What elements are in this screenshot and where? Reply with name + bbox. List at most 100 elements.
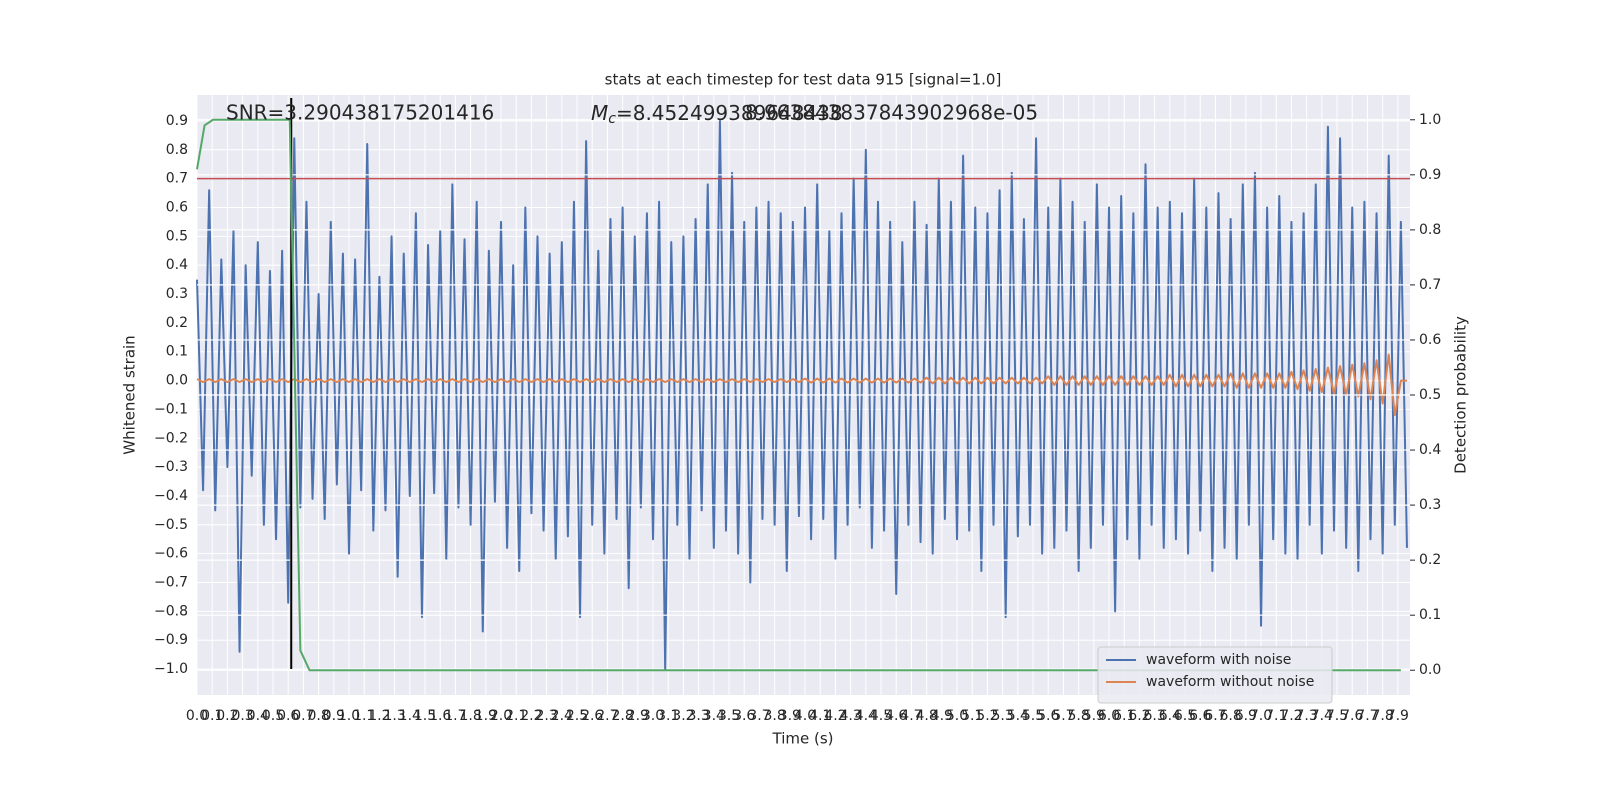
x-tick-label: 0.2 (216, 708, 238, 724)
x-tick-label: 2.1 (505, 708, 527, 724)
x-tick-label: 1.7 (444, 708, 466, 724)
x-tick-label: 3.0 (642, 708, 664, 724)
x-tick-label: 0.6 (277, 708, 299, 724)
y-tick-label: −0.6 (154, 546, 188, 562)
x-tick-label: 1.1 (353, 708, 375, 724)
x-tick-label: 1.8 (459, 708, 481, 724)
y2-tick-label: 0.0 (1419, 662, 1441, 678)
x-tick-label: 5.3 (991, 708, 1013, 724)
chart-title: stats at each timestep for test data 915… (605, 71, 1002, 89)
x-tick-label: 6.4 (1159, 708, 1181, 724)
x-tick-label: 6.7 (1204, 708, 1226, 724)
x-tick-label: 6.0 (1098, 708, 1120, 724)
x-tick-label: 6.5 (1174, 708, 1196, 724)
x-tick-label: 3.6 (733, 708, 755, 724)
x-tick-label: 3.5 (718, 708, 740, 724)
x-tick-label: 3.9 (779, 708, 801, 724)
x-tick-label: 7.6 (1341, 708, 1363, 724)
y2-tick-label: 0.2 (1419, 552, 1441, 568)
mc-subscript: c (608, 111, 616, 127)
series-line (196, 119, 1408, 671)
x-tick-label: 7.9 (1387, 708, 1409, 724)
x-tick-label: 4.8 (915, 708, 937, 724)
x-tick-label: 1.9 (475, 708, 497, 724)
x-tick-label: 7.8 (1372, 708, 1394, 724)
x-tick-label: 0.4 (247, 708, 269, 724)
x-tick-label: 4.0 (794, 708, 816, 724)
x-tick-label: 6.6 (1189, 708, 1211, 724)
x-tick-label: 7.4 (1311, 708, 1333, 724)
y2-tick-label: 0.8 (1419, 222, 1441, 238)
x-tick-label: 2.7 (596, 708, 618, 724)
x-tick-label: 0.3 (231, 708, 253, 724)
x-tick-label: 2.5 (566, 708, 588, 724)
x-tick-label: 1.3 (383, 708, 405, 724)
y-tick-label: 0.4 (166, 257, 188, 273)
x-tick-label: 6.8 (1220, 708, 1242, 724)
y-tick-label: −0.5 (154, 517, 188, 533)
x-tick-label: 2.2 (520, 708, 542, 724)
x-tick-label: 5.2 (976, 708, 998, 724)
y-tick-label: 0.3 (166, 286, 188, 302)
x-tick-label: 6.9 (1235, 708, 1257, 724)
snr-annotation: SNR=3.290438175201416 (226, 101, 494, 125)
x-tick-label: 5.9 (1083, 708, 1105, 724)
x-tick-label: 1.2 (368, 708, 390, 724)
x-tick-label: 5.4 (1007, 708, 1029, 724)
legend-label: waveform without noise (1146, 674, 1314, 690)
x-tick-label: 4.9 (931, 708, 953, 724)
x-tick-label: 5.8 (1067, 708, 1089, 724)
x-tick-label: 5.1 (961, 708, 983, 724)
y-tick-label: −0.8 (154, 603, 188, 619)
x-tick-label: 2.6 (581, 708, 603, 724)
y-tick-label: 0.5 (166, 228, 188, 244)
y-tick-label: 0.9 (166, 113, 188, 129)
x-tick-label: 0.5 (262, 708, 284, 724)
legend-label: waveform with noise (1146, 652, 1291, 668)
mc-symbol: M (591, 101, 608, 125)
x-tick-label: 4.4 (855, 708, 877, 724)
x-tick-label: 5.5 (1022, 708, 1044, 724)
x-tick-label: 5.7 (1052, 708, 1074, 724)
x-tick-label: 4.1 (809, 708, 831, 724)
series-line (196, 353, 1407, 417)
x-tick-label: 3.2 (672, 708, 694, 724)
marks (196, 119, 1408, 671)
x-tick-label: 4.3 (839, 708, 861, 724)
y-tick-label: 0.1 (166, 344, 188, 360)
y2-axis-label: Detection probability (1452, 316, 1470, 474)
y2-tick-label: 1.0 (1419, 112, 1441, 128)
y2-tick-label: 0.5 (1419, 387, 1441, 403)
y-tick-label: 0.2 (166, 315, 188, 331)
x-tick-label: 4.7 (900, 708, 922, 724)
overlay (196, 98, 1410, 672)
x-tick-label: 6.2 (1128, 708, 1150, 724)
x-tick-label: 4.5 (870, 708, 892, 724)
y-tick-label: −0.7 (154, 575, 188, 591)
x-tick-label: 0.1 (201, 708, 223, 724)
x-tick-label: 3.3 (687, 708, 709, 724)
x-tick-label: 5.0 (946, 708, 968, 724)
x-tick-label: 3.7 (748, 708, 770, 724)
y2-tick-label: 0.4 (1419, 442, 1441, 458)
x-tick-label: 1.5 (414, 708, 436, 724)
extra-annotation: 8.963843837843902968e-05 (745, 101, 1038, 125)
y-tick-label: −0.2 (154, 430, 188, 446)
x-axis-label: Time (s) (772, 730, 834, 748)
x-tick-label: 7.1 (1265, 708, 1287, 724)
x-tick-label: 2.0 (490, 708, 512, 724)
legend: waveform with noise waveform without nois… (1097, 646, 1333, 704)
x-tick-label: 1.6 (429, 708, 451, 724)
x-tick-label: 0.9 (323, 708, 345, 724)
x-tick-label: 0.0 (186, 708, 208, 724)
x-tick-label: 7.0 (1250, 708, 1272, 724)
x-tick-label: 3.1 (657, 708, 679, 724)
y2-tick-label: 0.9 (1419, 167, 1441, 183)
x-tick-label: 6.1 (1113, 708, 1135, 724)
y-tick-label: −0.1 (154, 401, 188, 417)
y-axis-label: Whitened strain (121, 335, 139, 454)
x-tick-label: 2.3 (535, 708, 557, 724)
mc-value: =8.452499389648438 (616, 101, 843, 125)
